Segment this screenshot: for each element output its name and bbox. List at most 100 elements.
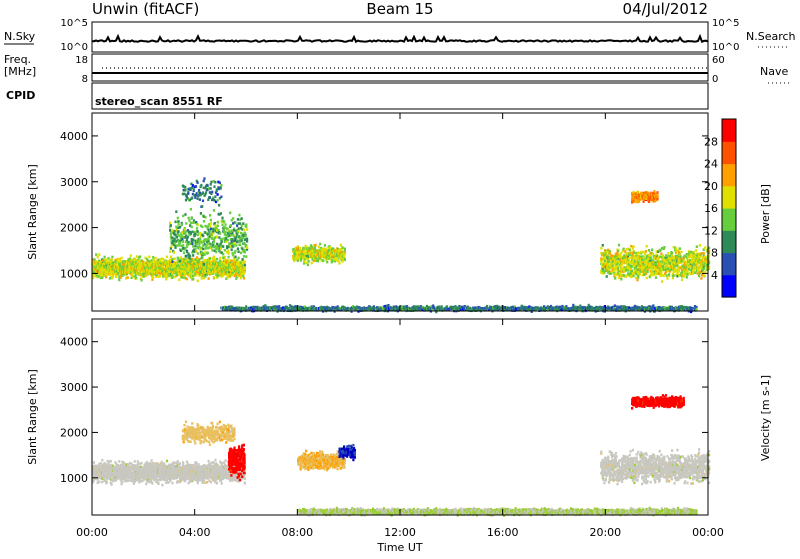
scatter-cell bbox=[166, 256, 168, 259]
freq-unit: [MHz] bbox=[4, 65, 36, 78]
scatter-cell bbox=[344, 253, 346, 256]
scatter-cell bbox=[673, 265, 675, 268]
scatter-cell bbox=[201, 241, 203, 244]
scatter-cell bbox=[184, 189, 186, 192]
scatter-cell bbox=[200, 212, 202, 215]
scatter-cell bbox=[185, 241, 187, 244]
scatter-cell bbox=[686, 276, 688, 279]
scatter-cell bbox=[202, 248, 204, 251]
scatter-cell bbox=[202, 191, 204, 194]
scatter-cell bbox=[240, 252, 242, 255]
scatter-cell bbox=[244, 267, 246, 270]
scatter-cell bbox=[101, 276, 103, 279]
scatter-cell bbox=[204, 247, 206, 250]
scatter-cell bbox=[199, 232, 201, 235]
scatter-cell bbox=[187, 192, 189, 195]
scatter-cell bbox=[211, 191, 213, 194]
scatter-cell bbox=[639, 273, 641, 276]
scatter-cell bbox=[169, 250, 171, 253]
scatter-cell bbox=[637, 251, 639, 254]
scatter-cell bbox=[319, 243, 321, 246]
freq-tick-top: 18 bbox=[75, 55, 88, 66]
scatter-cell bbox=[216, 189, 218, 192]
scatter-cell bbox=[217, 199, 219, 202]
scatter-cell bbox=[678, 269, 680, 272]
scatter-cell bbox=[207, 184, 209, 187]
scatter-cell bbox=[127, 276, 129, 279]
scatter-cell bbox=[177, 217, 179, 220]
scatter-cell bbox=[332, 259, 334, 262]
scatter-cell bbox=[665, 254, 667, 257]
scatter-cell bbox=[633, 245, 635, 248]
scatter-cell bbox=[118, 279, 120, 282]
scatter-cell bbox=[686, 273, 688, 276]
scatter-cell bbox=[620, 278, 622, 281]
scatter-cell bbox=[170, 224, 172, 227]
scatter-cell bbox=[700, 252, 702, 255]
scatter-cell bbox=[191, 216, 193, 219]
nsearch-tick-bottom: 10^0 bbox=[712, 42, 739, 53]
scatter-cell bbox=[219, 257, 221, 260]
scatter-cell bbox=[235, 244, 237, 247]
scatter-cell bbox=[141, 279, 143, 282]
cpid-label: CPID bbox=[6, 89, 35, 102]
scatter-cell bbox=[200, 184, 202, 187]
scatter-cell bbox=[231, 248, 233, 251]
scatter-cell bbox=[651, 249, 653, 252]
scatter-cell bbox=[344, 248, 346, 251]
scatter-cell bbox=[618, 244, 620, 247]
scatter-cell bbox=[667, 252, 669, 255]
scatter-cell bbox=[302, 247, 304, 250]
scatter-cell bbox=[217, 193, 219, 196]
scatter-cell bbox=[663, 246, 665, 249]
cpid-value: stereo_scan 8551 RF bbox=[95, 95, 223, 108]
scatter-cell bbox=[202, 235, 204, 238]
scatter-cell bbox=[228, 259, 230, 262]
scatter-cell bbox=[214, 222, 216, 225]
beam-title: Beam 15 bbox=[366, 0, 433, 18]
scatter-cell bbox=[243, 277, 245, 280]
freq-panel-frame bbox=[92, 54, 708, 81]
scatter-cell bbox=[139, 255, 141, 258]
scatter-cell bbox=[237, 218, 239, 221]
scatter-cell bbox=[179, 242, 181, 245]
scatter-cell bbox=[606, 275, 608, 278]
scatter-cell bbox=[681, 279, 683, 282]
scatter-cell bbox=[602, 244, 604, 247]
scatter-cell bbox=[167, 260, 169, 263]
date-title: 04/Jul/2012 bbox=[623, 0, 708, 18]
scatter-cell bbox=[699, 244, 701, 247]
scatter-cell bbox=[178, 223, 180, 226]
scatter-cell bbox=[202, 200, 204, 203]
scatter-cell bbox=[176, 236, 178, 239]
scatter-cell bbox=[244, 261, 246, 264]
scatter-cell bbox=[192, 245, 194, 248]
scatter-cell bbox=[671, 252, 673, 255]
scatter-cell bbox=[245, 225, 247, 228]
scatter-cell bbox=[648, 249, 650, 252]
scatter-cell bbox=[600, 247, 602, 250]
scatter-cell bbox=[636, 279, 638, 282]
scatter-cell bbox=[188, 219, 190, 222]
scatter-cell bbox=[243, 255, 245, 258]
scatter-cell bbox=[181, 223, 183, 226]
scatter-cell bbox=[111, 258, 113, 261]
scatter-cell bbox=[246, 238, 248, 241]
scatter-cell bbox=[184, 213, 186, 216]
scatter-cell bbox=[204, 253, 206, 256]
scatter-cell bbox=[324, 244, 326, 247]
scatter-cell bbox=[197, 181, 199, 184]
scatter-cell bbox=[675, 247, 677, 250]
scatter-cell bbox=[342, 246, 344, 249]
scatter-cell bbox=[239, 244, 241, 247]
scatter-cell bbox=[174, 230, 176, 233]
scatter-cell bbox=[214, 181, 216, 184]
scatter-cell bbox=[201, 205, 203, 208]
nsky-tick-bottom: 10^0 bbox=[61, 42, 88, 53]
scatter-cell bbox=[645, 250, 647, 253]
scatter-cell bbox=[246, 240, 248, 243]
scatter-cell bbox=[220, 248, 222, 251]
scatter-cell bbox=[194, 233, 196, 236]
scatter-cell bbox=[201, 256, 203, 259]
